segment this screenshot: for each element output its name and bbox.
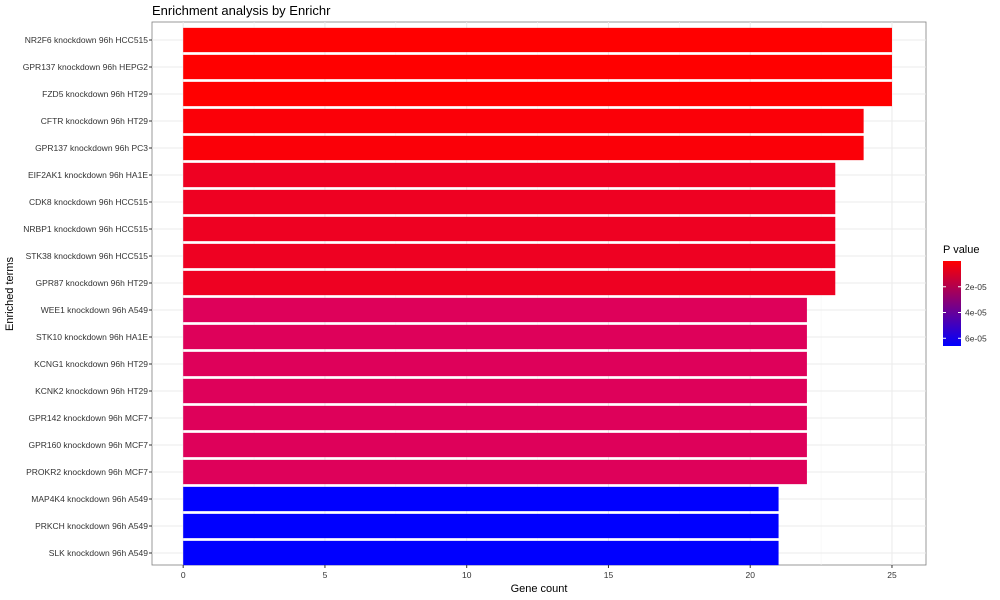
bars — [183, 27, 892, 566]
y-tick-label: GPR142 knockdown 96h MCF7 — [28, 413, 148, 423]
x-tick-label: 15 — [604, 570, 614, 580]
bar — [183, 513, 779, 539]
bar — [183, 405, 807, 431]
y-tick-label: KCNG1 knockdown 96h HT29 — [34, 359, 148, 369]
legend: P value 2e-05 4e-05 6e-05 — [943, 244, 987, 346]
legend-tick-label: 6e-05 — [965, 333, 987, 343]
y-tick-label: SLK knockdown 96h A549 — [49, 548, 149, 558]
y-tick-label: MAP4K4 knockdown 96h A549 — [31, 494, 148, 504]
chart-title: Enrichment analysis by Enrichr — [152, 3, 331, 18]
x-tick-label: 10 — [462, 570, 472, 580]
y-tick-label: GPR137 knockdown 96h PC3 — [35, 143, 148, 153]
bar — [183, 540, 779, 566]
x-tick-label: 0 — [181, 570, 186, 580]
bar — [183, 324, 807, 350]
y-tick-label: GPR137 knockdown 96h HEPG2 — [23, 62, 148, 72]
y-tick-label: STK10 knockdown 96h HA1E — [36, 332, 148, 342]
y-tick-label: PROKR2 knockdown 96h MCF7 — [26, 467, 148, 477]
bar — [183, 432, 807, 458]
bar — [183, 216, 836, 242]
bar — [183, 459, 807, 485]
legend-tick-label: 4e-05 — [965, 308, 987, 318]
y-tick-label: WEE1 knockdown 96h A549 — [41, 305, 149, 315]
bar — [183, 270, 836, 296]
y-tick-label: NRBP1 knockdown 96h HCC515 — [23, 224, 148, 234]
y-tick-label: STK38 knockdown 96h HCC515 — [26, 251, 149, 261]
x-tick-label: 25 — [887, 570, 897, 580]
bar — [183, 81, 892, 107]
y-tick-label: CFTR knockdown 96h HT29 — [41, 116, 149, 126]
x-tick-labels: 0 5 10 15 20 25 — [181, 565, 897, 580]
x-tick-label: 20 — [745, 570, 755, 580]
y-tick-label: PRKCH knockdown 96h A549 — [35, 521, 148, 531]
bar — [183, 162, 836, 188]
y-tick-label: CDK8 knockdown 96h HCC515 — [29, 197, 148, 207]
x-tick-label: 5 — [323, 570, 328, 580]
y-tick-label: NR2F6 knockdown 96h HCC515 — [25, 35, 149, 45]
y-tick-label: FZD5 knockdown 96h HT29 — [42, 89, 148, 99]
bar — [183, 189, 836, 215]
bar — [183, 243, 836, 269]
legend-title: P value — [943, 244, 980, 256]
y-tick-labels: NR2F6 knockdown 96h HCC515 GPR137 knockdo… — [23, 35, 152, 558]
y-axis-label: Enriched terms — [4, 257, 16, 331]
y-tick-label: EIF2AK1 knockdown 96h HA1E — [28, 170, 148, 180]
bar — [183, 486, 779, 512]
bar — [183, 351, 807, 377]
y-tick-label: GPR160 knockdown 96h MCF7 — [28, 440, 148, 450]
y-tick-label: KCNK2 knockdown 96h HT29 — [35, 386, 148, 396]
bar — [183, 297, 807, 323]
x-axis-label: Gene count — [511, 583, 568, 595]
bar — [183, 378, 807, 404]
legend-colorbar — [943, 261, 961, 346]
y-tick-label: GPR87 knockdown 96h HT29 — [36, 278, 149, 288]
bar — [183, 108, 864, 134]
legend-tick-label: 2e-05 — [965, 282, 987, 292]
bar — [183, 27, 892, 53]
bar — [183, 54, 892, 80]
legend-ticks: 2e-05 4e-05 6e-05 — [943, 282, 987, 343]
bar — [183, 135, 864, 161]
